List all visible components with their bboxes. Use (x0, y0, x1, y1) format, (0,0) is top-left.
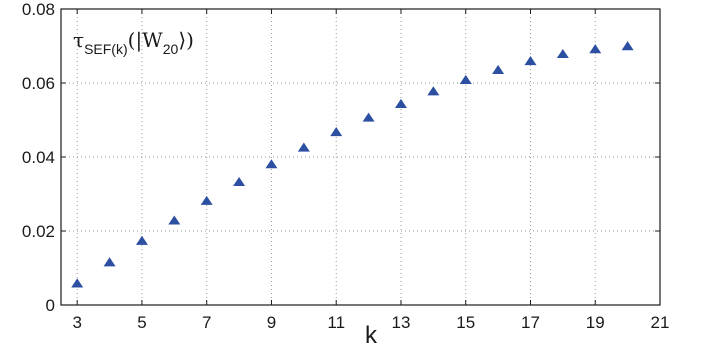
data-point-triangle (233, 176, 246, 187)
data-point-triangle (459, 74, 472, 84)
data-point-triangle (265, 159, 278, 169)
y-tick-label: 0.04 (22, 148, 55, 167)
data-point-triangle (492, 64, 505, 74)
data-point-triangle (103, 257, 116, 267)
annotation-subscript: SEF(k) (84, 41, 128, 57)
x-tick-label: 13 (392, 313, 411, 332)
x-tick-label: 5 (137, 313, 146, 332)
data-point-triangle (71, 278, 84, 288)
x-tick-label: 21 (651, 313, 670, 332)
data-point-triangle (168, 215, 181, 225)
data-point-triangle (135, 235, 148, 245)
y-tick-label: 0.02 (22, 222, 55, 241)
x-axis-label: k (365, 322, 378, 349)
x-tick-label: 11 (327, 313, 345, 332)
annotation-open: (|W (128, 28, 164, 53)
y-tick-labels: 0 0.02 0.04 0.06 0.08 (22, 0, 55, 315)
data-point-triangle (394, 98, 407, 108)
y-tick-label: 0 (46, 296, 55, 315)
data-point-triangle (589, 44, 602, 54)
data-point-triangle (200, 195, 213, 205)
x-tick-label: 15 (456, 313, 475, 332)
grid-lines (61, 8, 661, 306)
axis-ticks (61, 8, 661, 306)
data-point-triangle (362, 112, 375, 122)
data-point-triangle (524, 55, 537, 66)
data-point-triangle (621, 41, 634, 51)
y-tick-label: 0.06 (22, 74, 55, 93)
annotation-state-subscript: 20 (163, 41, 179, 57)
annotation-close: ⟩) (178, 28, 194, 52)
x-tick-label: 3 (72, 313, 81, 332)
x-tick-labels: 3 5 7 9 11 13 15 17 19 21 (72, 313, 669, 332)
data-point-triangle (556, 48, 569, 59)
x-tick-label: 17 (521, 313, 540, 332)
data-point-triangle (427, 86, 440, 96)
x-tick-label: 19 (586, 313, 605, 332)
plot-frame (60, 8, 661, 306)
annotation-symbol: τ (73, 28, 84, 52)
data-point-triangle (297, 142, 310, 152)
plot-annotation: τSEF(k)(|W20⟩) (73, 28, 194, 57)
x-tick-label: 9 (267, 313, 276, 332)
data-point-triangle (330, 127, 343, 137)
data-points (71, 41, 634, 288)
x-tick-label: 7 (202, 313, 211, 332)
y-tick-label: 0.08 (22, 0, 55, 19)
